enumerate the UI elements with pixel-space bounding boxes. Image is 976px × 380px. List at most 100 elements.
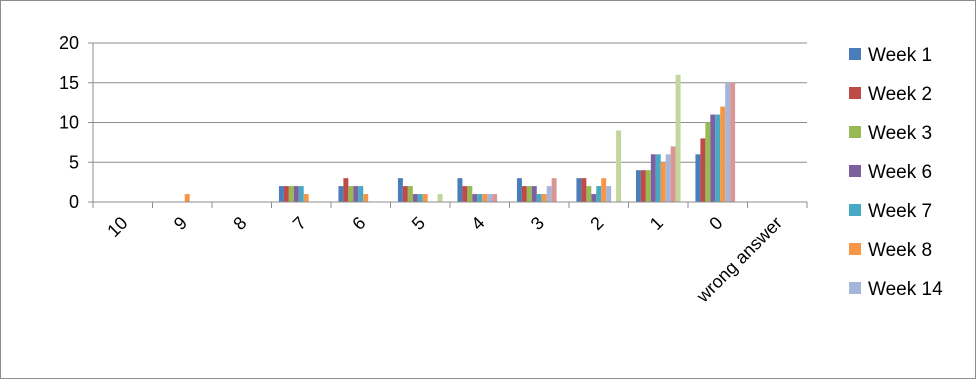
bar (695, 154, 701, 202)
bar (730, 82, 736, 202)
y-tick-label: 5 (69, 152, 79, 172)
bar (412, 194, 418, 202)
x-tick-label: 8 (229, 213, 250, 234)
legend-label: Week 6 (868, 162, 932, 183)
bar (616, 130, 622, 202)
legend-label: Week 7 (868, 201, 932, 222)
legend: Week 1 Week 2 Week 3 Week 6 Week 7 Week 8 Week… (849, 45, 943, 300)
bar (482, 194, 488, 202)
legend-label: Week 8 (868, 240, 932, 261)
bar (402, 186, 408, 202)
bar (397, 178, 403, 202)
bar (640, 170, 646, 202)
bar (407, 186, 413, 202)
legend-label: Week 2 (868, 84, 932, 105)
bar (521, 186, 527, 202)
legend-swatch (849, 165, 861, 177)
x-tick-label: 4 (467, 213, 488, 234)
legend-swatch (849, 87, 861, 99)
series-week-6 (293, 114, 716, 202)
series-week-2 (283, 138, 706, 202)
bar (303, 194, 309, 202)
bar (288, 186, 294, 202)
series-unnamed-7 (492, 82, 736, 202)
legend-label: Week 1 (868, 45, 932, 66)
bar (437, 194, 443, 202)
legend-swatch (849, 48, 861, 60)
bar (586, 186, 592, 202)
bar (700, 138, 706, 202)
bar (710, 114, 716, 202)
bar (660, 162, 666, 202)
bar (655, 154, 661, 202)
legend-label: Week 14 (868, 279, 943, 300)
bar (338, 186, 344, 202)
bar (477, 194, 483, 202)
bar (363, 194, 369, 202)
bar (635, 170, 641, 202)
x-tick-label: 10 (103, 213, 131, 241)
x-tick-label: wrong answer (692, 213, 786, 307)
bar (283, 186, 289, 202)
bar (670, 146, 676, 202)
y-tick-label: 15 (59, 73, 79, 93)
bar (358, 186, 364, 202)
bar (472, 194, 478, 202)
legend-swatch (849, 243, 861, 255)
x-tick-label: 5 (408, 213, 429, 234)
bar (343, 178, 349, 202)
legend-swatch (849, 126, 861, 138)
bar (184, 194, 190, 202)
x-tick-label: 2 (586, 213, 607, 234)
bar (462, 186, 468, 202)
bar (546, 186, 552, 202)
bar (596, 186, 602, 202)
x-tick-label: 0 (705, 213, 726, 234)
x-tick-label: 6 (348, 213, 369, 234)
bar (591, 194, 597, 202)
y-tick-label: 20 (59, 33, 79, 53)
bar (581, 178, 587, 202)
bar (650, 154, 656, 202)
bar (298, 186, 304, 202)
y-tick-label: 0 (69, 192, 79, 212)
bar (492, 194, 498, 202)
bar (705, 122, 711, 202)
legend-swatch (849, 204, 861, 216)
bar (551, 178, 557, 202)
bar (541, 194, 547, 202)
bar (516, 178, 522, 202)
x-tick-label: 3 (527, 213, 548, 234)
series-unnamed-8 (437, 74, 681, 202)
bar (293, 186, 299, 202)
bar (487, 194, 493, 202)
bar (348, 186, 354, 202)
y-tick-label: 10 (59, 113, 79, 133)
bar (526, 186, 532, 202)
bar (725, 82, 731, 202)
bar (531, 186, 537, 202)
bar (467, 186, 473, 202)
x-tick-label: 9 (170, 213, 191, 234)
x-tick-label: 7 (289, 213, 310, 234)
bar (417, 194, 423, 202)
bar (645, 170, 651, 202)
bar (715, 114, 721, 202)
bar (720, 106, 726, 202)
bar (353, 186, 359, 202)
legend-swatch (849, 282, 861, 294)
series-week-3 (288, 122, 711, 202)
bar (278, 186, 284, 202)
bars (184, 74, 736, 202)
bar (601, 178, 607, 202)
series-week-8 (184, 106, 726, 202)
bar (665, 154, 671, 202)
legend-label: Week 3 (868, 123, 932, 144)
series-week-14 (487, 82, 731, 202)
bar (675, 74, 681, 202)
bar (457, 178, 463, 202)
x-tick-label: 1 (646, 213, 667, 234)
